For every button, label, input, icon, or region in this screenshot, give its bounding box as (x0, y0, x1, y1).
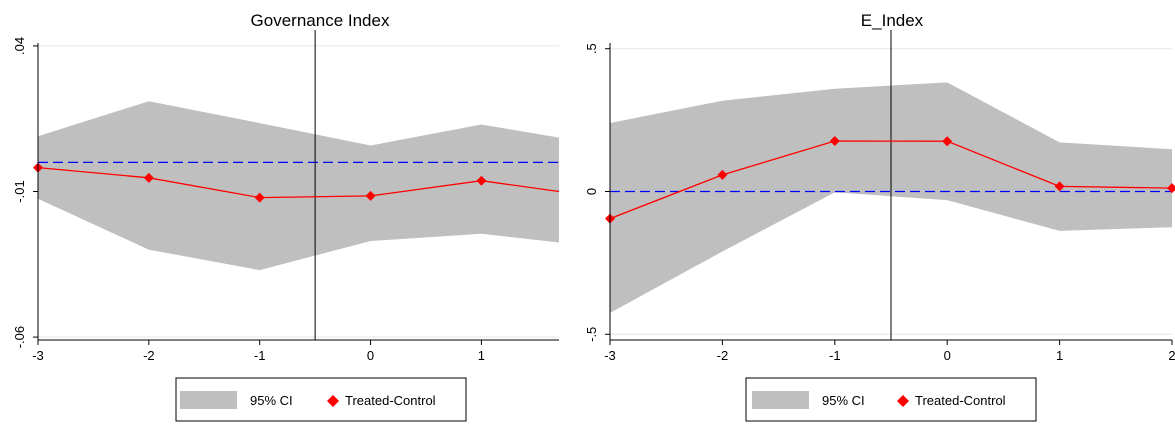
data-point-marker (365, 190, 376, 201)
legend-label-series: Treated-Control (345, 393, 436, 408)
legend-ci-swatch (752, 391, 809, 409)
x-tick-label: -3 (32, 348, 44, 363)
legend: 95% CI Treated-Control (175, 377, 467, 422)
x-tick-label: -3 (604, 348, 616, 363)
legend-label-series: Treated-Control (915, 393, 1006, 408)
x-tick-label: 2 (1168, 348, 1175, 363)
data-point-marker (829, 135, 840, 146)
legend-marker-diamond (327, 395, 339, 407)
chart-title: Governance Index (251, 11, 390, 30)
y-tick-label: .5 (584, 43, 599, 54)
data-point-marker (254, 192, 265, 203)
legend-label-ci: 95% CI (822, 393, 865, 408)
y-tick-label: -.06 (12, 326, 27, 348)
x-tick-label: -1 (829, 348, 841, 363)
chart-title: E_Index (861, 11, 924, 30)
series-line-treated-control (37, 166, 560, 199)
ci-band (610, 82, 1172, 313)
data-point-marker (1054, 181, 1065, 192)
data-point-marker (476, 175, 487, 186)
y-tick-label: .04 (12, 37, 27, 55)
y-tick-label: -.01 (12, 180, 27, 202)
data-point-marker (143, 172, 154, 183)
legend-ci-swatch (180, 391, 237, 409)
ci-band (38, 101, 559, 271)
data-point-marker (1167, 183, 1175, 194)
legend-label-ci: 95% CI (250, 393, 293, 408)
x-tick-label: 0 (367, 348, 374, 363)
x-tick-label: -2 (143, 348, 155, 363)
series-line-treated-control (609, 140, 1173, 220)
x-tick-label: -2 (717, 348, 729, 363)
x-tick-label: 1 (1056, 348, 1063, 363)
x-tick-label: 0 (944, 348, 951, 363)
x-tick-label: -1 (254, 348, 266, 363)
legend: 95% CI Treated-Control (745, 377, 1037, 422)
x-tick-label: 1 (478, 348, 485, 363)
chart-panel-e-index: E_Index -.5 0 .5 -3 -2 -1 0 1 2 95% CI Treated-C… (584, 11, 1175, 422)
y-tick-label: -.5 (584, 327, 599, 342)
data-point-marker (942, 136, 953, 147)
legend-marker-diamond (897, 395, 909, 407)
y-tick-label: 0 (584, 188, 599, 195)
data-point-marker (717, 169, 728, 180)
chart-panel-governance-index: Governance Index -.06 -.01 .04 -3 -2 -1 0 1 95%… (12, 11, 560, 422)
